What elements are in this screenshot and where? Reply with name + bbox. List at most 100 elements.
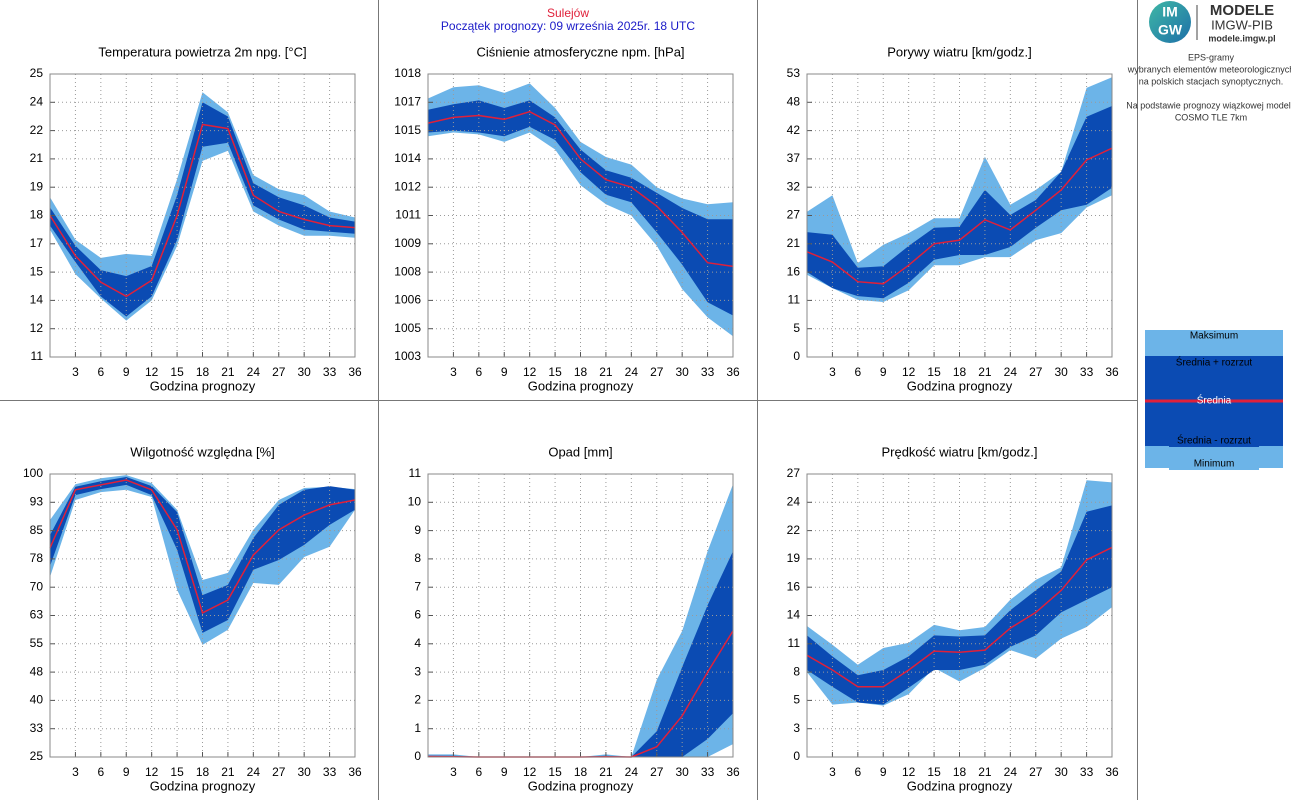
y-tick-label: 14 <box>787 608 801 622</box>
x-tick-label: 6 <box>97 365 104 379</box>
y-tick-label: 6 <box>414 608 421 622</box>
legend-label-bg <box>1169 357 1259 369</box>
y-tick-label: 4 <box>414 636 421 650</box>
x-tick-label: 33 <box>701 765 715 779</box>
y-tick-label: 0 <box>793 349 800 363</box>
plot-frame <box>427 73 734 358</box>
description-line: EPS-gramy <box>1188 52 1235 62</box>
chart-title: Prędkość wiatru [km/godz.] <box>881 444 1037 459</box>
logo-icon-text: IM <box>1162 4 1178 20</box>
x-tick-label: 3 <box>72 365 79 379</box>
y-tick-label: 5 <box>793 693 800 707</box>
x-tick-label: 33 <box>1080 765 1094 779</box>
y-tick-label: 78 <box>30 551 44 565</box>
x-tick-label: 21 <box>599 765 613 779</box>
logo-icon <box>1149 1 1191 43</box>
y-tick-label: 12 <box>30 321 44 335</box>
x-tick-label: 9 <box>501 765 508 779</box>
x-tick-label: 21 <box>599 365 613 379</box>
x-tick-label: 6 <box>854 765 861 779</box>
y-tick-label: 1003 <box>394 349 421 363</box>
x-tick-label: 36 <box>348 365 362 379</box>
mean-line <box>49 479 356 614</box>
plot-frame <box>427 473 734 758</box>
x-tick-label: 24 <box>247 765 261 779</box>
min-max-band <box>807 77 1112 302</box>
y-tick-label: 40 <box>30 693 44 707</box>
x-tick-label: 36 <box>726 365 740 379</box>
description-line: Na podstawie prognozy wiązkowej modelu <box>1126 100 1291 110</box>
mean-line <box>49 123 356 298</box>
x-axis-label: Godzina prognozy <box>528 378 634 393</box>
y-tick-label: 21 <box>30 151 44 165</box>
y-tick-label: 1011 <box>395 208 421 222</box>
y-tick-label: 14 <box>30 293 44 307</box>
y-tick-label: 5 <box>793 321 800 335</box>
y-tick-label: 85 <box>30 523 44 537</box>
y-tick-label: 27 <box>787 208 801 222</box>
description-line: na polskich stacjach synoptycznych. <box>1139 76 1284 86</box>
legend-label: Średnia - rozrzut <box>1177 434 1251 447</box>
chart-title: Ciśnienie atmosferyczne npm. [hPa] <box>476 44 684 59</box>
x-tick-label: 33 <box>1080 365 1094 379</box>
y-tick-label: 1 <box>414 721 421 735</box>
x-tick-label: 12 <box>523 365 537 379</box>
x-tick-label: 9 <box>123 765 130 779</box>
charts: Temperatura powietrza 2m npg. [°C] Godzin… <box>23 44 1119 793</box>
x-tick-label: 24 <box>1004 365 1018 379</box>
spread-band <box>807 505 1112 705</box>
y-tick-label: 1014 <box>394 151 421 165</box>
legend-label: Maksimum <box>1190 331 1238 342</box>
mean-line <box>806 546 1113 688</box>
x-tick-label: 21 <box>221 365 235 379</box>
x-tick-label: 3 <box>829 365 836 379</box>
y-tick-label: 33 <box>30 721 44 735</box>
x-tick-label: 33 <box>323 765 337 779</box>
x-tick-label: 36 <box>1105 365 1119 379</box>
x-axis-label: Godzina prognozy <box>528 778 634 793</box>
y-tick-label: 25 <box>30 749 44 763</box>
y-tick-label: 21 <box>787 236 801 250</box>
x-tick-label: 24 <box>625 365 639 379</box>
x-tick-label: 3 <box>450 365 457 379</box>
chart-title: Opad [mm] <box>548 444 612 459</box>
x-axis-label: Godzina prognozy <box>150 378 256 393</box>
logo-title: MODELE <box>1210 2 1274 19</box>
y-tick-label: 1015 <box>394 123 421 137</box>
x-tick-label: 30 <box>675 765 689 779</box>
y-tick-label: 16 <box>787 579 801 593</box>
x-tick-label: 6 <box>97 765 104 779</box>
y-tick-label: 37 <box>787 151 801 165</box>
y-tick-label: 55 <box>30 636 44 650</box>
plot-frame <box>806 73 1113 358</box>
y-tick-label: 9 <box>414 523 421 537</box>
spread-band <box>428 100 733 316</box>
x-tick-label: 18 <box>953 765 967 779</box>
y-tick-label: 1012 <box>394 179 421 193</box>
x-tick-label: 18 <box>574 365 588 379</box>
y-tick-label: 8 <box>793 664 800 678</box>
spread-band <box>428 551 733 757</box>
chart-title: Temperatura powietrza 2m npg. [°C] <box>98 44 306 59</box>
x-tick-label: 27 <box>1029 765 1043 779</box>
legend-label-bg <box>1169 330 1259 342</box>
chart-title: Wilgotność względna [%] <box>130 444 275 459</box>
y-tick-label: 3 <box>414 664 421 678</box>
x-tick-label: 12 <box>902 365 916 379</box>
x-tick-label: 9 <box>880 765 887 779</box>
min-max-band <box>807 480 1112 706</box>
x-tick-label: 36 <box>348 765 362 779</box>
plot-frame <box>806 473 1113 758</box>
x-tick-label: 24 <box>1004 765 1018 779</box>
y-tick-label: 42 <box>787 123 801 137</box>
y-tick-label: 11 <box>788 293 801 307</box>
y-tick-label: 24 <box>30 94 44 108</box>
y-tick-label: 1018 <box>394 66 421 80</box>
x-tick-label: 15 <box>548 365 562 379</box>
y-tick-label: 11 <box>409 466 422 480</box>
station-name: Sulejów <box>547 6 589 20</box>
spread-band <box>50 477 355 633</box>
plot-frame <box>49 473 356 758</box>
x-tick-label: 12 <box>523 765 537 779</box>
